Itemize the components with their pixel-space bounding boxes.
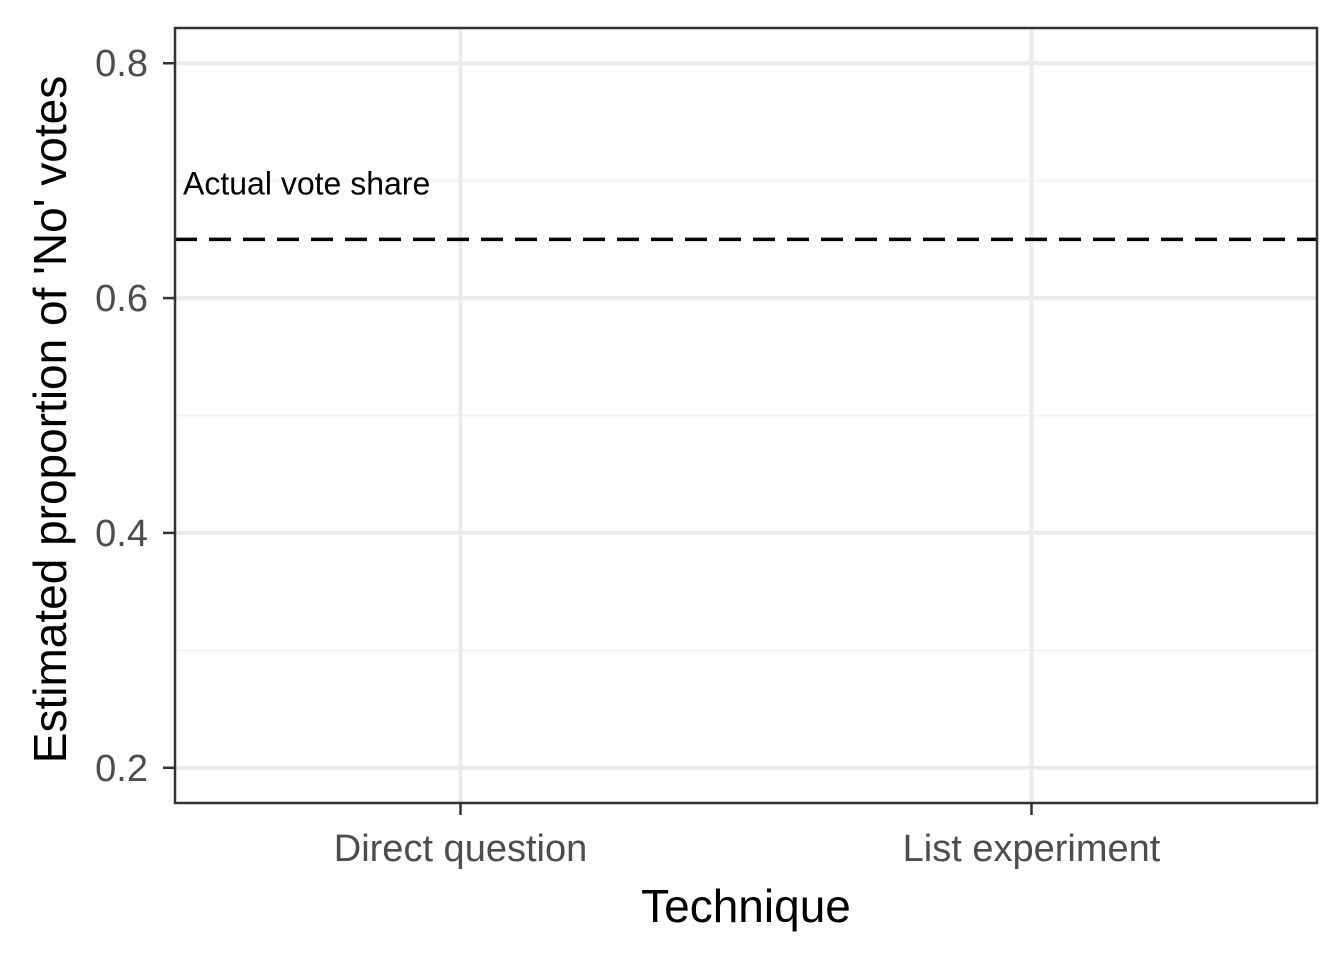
y-tick-label: 0.6 [95,278,148,320]
y-tick-label: 0.8 [95,43,148,85]
x-tick-label: Direct question [334,828,587,870]
x-axis-title: Technique [641,880,851,932]
y-axis-ticks: 0.2 0.4 0.6 0.8 [95,43,175,790]
y-axis-title: Estimated proportion of 'No' votes [24,76,76,763]
reference-line-group: Actual vote share [175,165,1317,242]
y-tick-label: 0.4 [95,513,148,555]
y-tick-label: 0.2 [95,748,148,790]
x-axis-ticks: Direct question List experiment [334,803,1161,870]
grid-major-lines [175,28,1317,803]
plot-panel-border [173,26,1319,805]
reference-line-label: Actual vote share [183,165,430,201]
grid-minor-lines [175,179,1317,652]
x-tick-label: List experiment [903,828,1161,870]
